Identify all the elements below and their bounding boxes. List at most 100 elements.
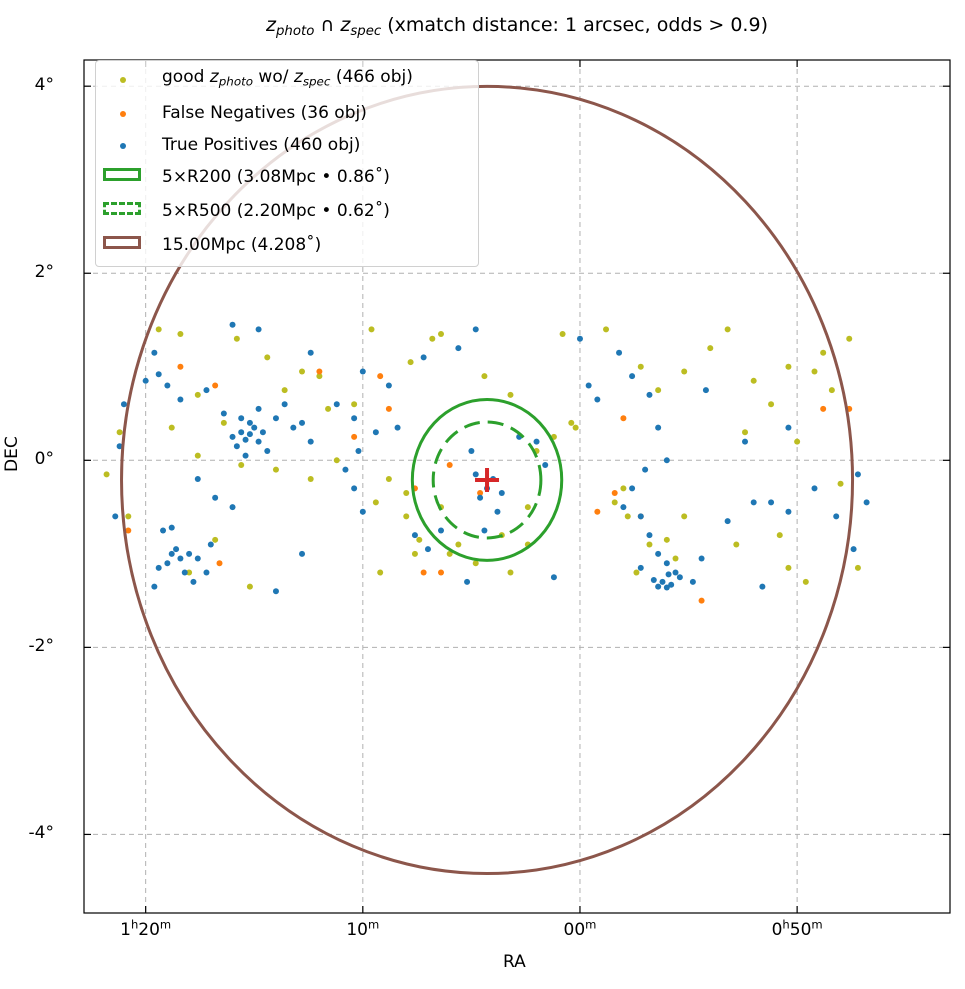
data-point (299, 550, 306, 557)
data-point (385, 382, 392, 389)
data-point (155, 371, 162, 378)
data-point (233, 335, 240, 342)
data-point (290, 424, 297, 431)
data-point (207, 541, 214, 548)
data-point (420, 354, 427, 361)
data-point (437, 569, 444, 576)
data-point (854, 564, 861, 571)
legend-label-15mpc: 15.00Mpc (4.208˚) (162, 235, 322, 255)
data-point (173, 546, 180, 553)
data-point (676, 574, 683, 581)
data-point (212, 382, 219, 389)
data-point (385, 405, 392, 412)
data-point (190, 578, 197, 585)
data-point (194, 555, 201, 562)
data-point (307, 476, 314, 483)
data-point (216, 560, 223, 567)
legend-patch-r200 (103, 168, 141, 181)
data-point (177, 555, 184, 562)
data-point (411, 550, 418, 557)
data-point (472, 560, 479, 567)
data-point (620, 485, 627, 492)
data-point (689, 578, 696, 585)
data-point (665, 571, 672, 578)
data-point (151, 583, 158, 590)
data-point (785, 424, 792, 431)
data-point (681, 368, 688, 375)
data-point (698, 597, 705, 604)
data-point (820, 405, 827, 412)
data-point (481, 373, 488, 380)
data-point (585, 382, 592, 389)
data-point (229, 504, 236, 511)
data-point (507, 569, 514, 576)
data-point (155, 564, 162, 571)
data-point (251, 424, 258, 431)
data-point (629, 373, 636, 380)
legend-patch-15mpc (103, 236, 141, 249)
data-point (663, 536, 670, 543)
data-point (377, 373, 384, 380)
legend-label-r500: 5×R500 (2.20Mpc • 0.62˚) (162, 201, 390, 221)
data-point (785, 564, 792, 571)
data-point (151, 349, 158, 356)
axes-frame (83, 59, 951, 914)
y-tick-label: 0° (34, 449, 54, 470)
data-point (655, 424, 662, 431)
data-point (372, 429, 379, 436)
series-good-z-photo-wo-z-spec (103, 326, 861, 590)
data-point (702, 387, 709, 394)
data-point (164, 382, 171, 389)
data-point (768, 401, 775, 408)
data-point (125, 513, 132, 520)
data-point (229, 321, 236, 328)
circle-5r500 (431, 420, 543, 540)
data-point (655, 583, 662, 590)
data-point (542, 461, 549, 468)
data-point (437, 527, 444, 534)
data-point (446, 550, 453, 557)
data-point (403, 513, 410, 520)
data-point (820, 349, 827, 356)
data-point (446, 461, 453, 468)
data-point (264, 354, 271, 361)
data-point (672, 569, 679, 576)
data-point (355, 447, 362, 454)
data-point (642, 466, 649, 473)
data-point (177, 396, 184, 403)
legend-label-false-negatives: False Negatives (36 obj) (162, 103, 367, 123)
data-point (802, 578, 809, 585)
data-point (846, 335, 853, 342)
data-point (603, 326, 610, 333)
data-point (707, 345, 714, 352)
data-point (646, 532, 653, 539)
data-point (768, 499, 775, 506)
data-point (437, 331, 444, 338)
data-point (181, 569, 188, 576)
data-point (833, 513, 840, 520)
data-point (498, 490, 505, 497)
x-tick-label: 1h20m (120, 917, 172, 940)
series-true-positives (112, 321, 870, 595)
data-point (168, 424, 175, 431)
data-point (850, 546, 857, 553)
data-point (655, 550, 662, 557)
data-point (464, 578, 471, 585)
data-point (316, 373, 323, 380)
data-point (299, 368, 306, 375)
data-point (103, 471, 110, 478)
data-point (316, 368, 323, 375)
data-point (177, 331, 184, 338)
data-point (863, 499, 870, 506)
data-point (724, 518, 731, 525)
data-point (633, 569, 640, 576)
data-point (325, 405, 332, 412)
data-point (416, 536, 423, 543)
data-point (594, 396, 601, 403)
data-point (776, 532, 783, 539)
data-point (698, 555, 705, 562)
x-tick-label: 10m (346, 917, 380, 940)
x-tick-label: 0h50m (771, 917, 823, 940)
data-point (259, 429, 266, 436)
data-point (220, 410, 227, 417)
